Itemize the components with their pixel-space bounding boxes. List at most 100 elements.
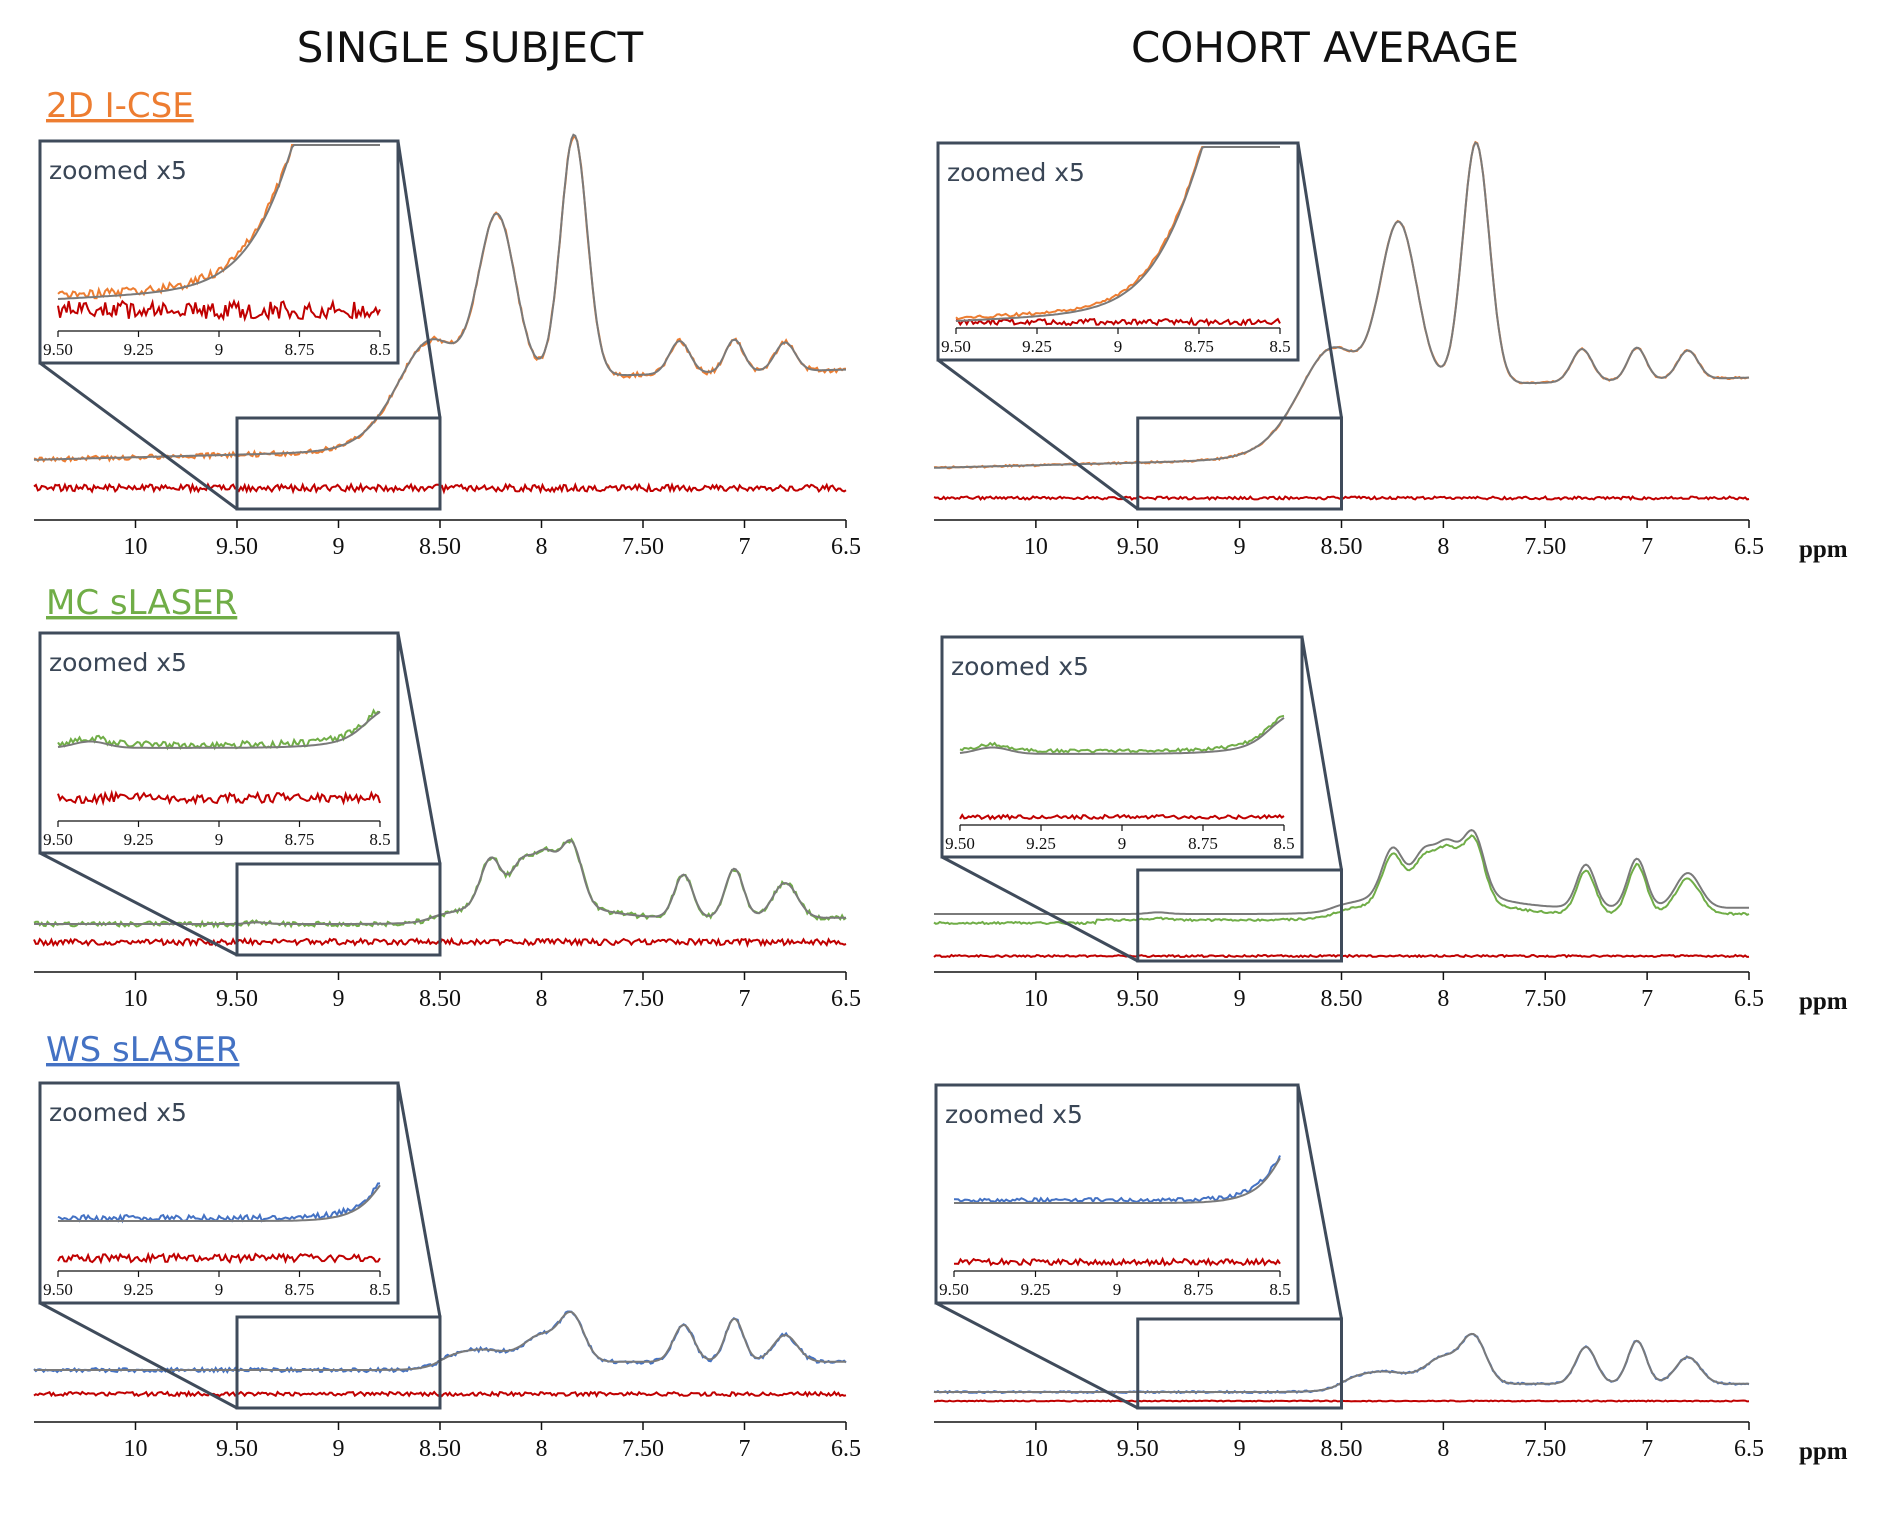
x-tick-label: 8.50 — [1321, 986, 1363, 1012]
x-tick-label: 9 — [333, 1436, 345, 1462]
spectrum-panel-3: 10 9.50 9 8.50 8 7.50 7 6.5 zoomed x5 9.50 9.25 9 8.… — [33, 631, 861, 1012]
inset-tick-label: 8.5 — [1273, 834, 1294, 853]
x-tick-label: 8 — [536, 1436, 548, 1462]
x-tick-label: 8.50 — [419, 534, 461, 560]
x-tick-label: 10 — [1024, 986, 1048, 1012]
zoom-inset-label: zoomed x5 — [951, 652, 1089, 681]
x-tick-label: 10 — [124, 1436, 148, 1462]
x-tick-label: 7.50 — [1524, 986, 1566, 1012]
fit-line — [934, 141, 1749, 469]
zoom-inset-label: zoomed x5 — [49, 648, 187, 677]
inset-tick-label: 9.50 — [43, 1280, 73, 1299]
inset-tick-label: 8.75 — [285, 1280, 315, 1299]
x-tick-label: 6.5 — [831, 986, 861, 1012]
inset-tick-label: 8.75 — [285, 830, 315, 849]
x-tick-label: 8 — [536, 986, 548, 1012]
fit-line — [34, 133, 846, 461]
panels-layer: 10 9.50 9 8.50 8 7.50 7 6.5 zoomed x5 9.50 9.25 9 8.… — [33, 133, 1848, 1465]
x-unit-label: ppm — [1799, 1438, 1848, 1465]
inset-tick-label: 8.5 — [1269, 1280, 1290, 1299]
inset-tick-label: 9 — [1113, 1280, 1122, 1299]
spectrum-panel-6: 10 9.50 9 8.50 8 7.50 7 6.5 ppm zoomed x5 9.50 9.25… — [933, 1083, 1848, 1465]
inset-tick-label: 9.25 — [1022, 337, 1052, 356]
zoom-connector-line — [941, 855, 1139, 963]
x-tick-label: 9.50 — [216, 1436, 258, 1462]
x-tick-label: 6.5 — [1734, 986, 1764, 1012]
x-tick-label: 7 — [1641, 534, 1653, 560]
inset-measured-line — [954, 1155, 1281, 1204]
x-tick-label: 8.50 — [419, 1436, 461, 1462]
column-title-single-subject: SINGLE SUBJECT — [297, 23, 644, 72]
x-tick-label: 8.50 — [1321, 534, 1363, 560]
zoom-connector-line — [935, 1301, 1139, 1410]
zoom-region-box — [235, 416, 442, 511]
zoom-region-box — [1136, 416, 1343, 511]
inset-residual-line — [953, 1256, 1281, 1268]
inset-tick-label: 8.5 — [1269, 337, 1290, 356]
spectrum-panel-5: 10 9.50 9 8.50 8 7.50 7 6.5 zoomed x5 9.50 9.25 9 8.… — [33, 1081, 861, 1462]
inset-tick-label: 9.25 — [124, 1280, 154, 1299]
method-title-2d-i-cse: 2D I-CSE — [46, 86, 194, 126]
column-title-cohort-average: COHORT AVERAGE — [1131, 23, 1519, 72]
inset-tick-label: 8.75 — [1184, 337, 1214, 356]
method-title-ws-slaser: WS sLASER — [46, 1030, 239, 1070]
inset-tick-label: 8.75 — [1184, 1280, 1214, 1299]
zoom-connector-line — [1296, 142, 1343, 419]
inset-tick-label: 9.50 — [941, 337, 971, 356]
x-tick-label: 9.50 — [1117, 1436, 1159, 1462]
x-tick-label: 8.50 — [419, 986, 461, 1012]
x-tick-label: 10 — [1024, 1436, 1048, 1462]
zoom-connector-line — [39, 1301, 238, 1410]
x-tick-label: 8 — [1437, 534, 1449, 560]
zoom-inset-label: zoomed x5 — [945, 1100, 1083, 1129]
inset-fit-line — [58, 1184, 381, 1222]
inset-tick-label: 8.5 — [369, 830, 390, 849]
inset-tick-label: 8.5 — [369, 340, 390, 359]
x-tick-label: 6.5 — [1734, 1436, 1764, 1462]
inset-fit-line — [955, 146, 1280, 322]
inset-residual-line — [57, 298, 381, 323]
x-tick-label: 10 — [124, 986, 148, 1012]
x-unit-label: ppm — [1799, 988, 1848, 1015]
zoom-inset-frame — [38, 139, 400, 365]
zoom-inset-label: zoomed x5 — [49, 1098, 187, 1127]
inset-tick-label: 8.75 — [1188, 834, 1218, 853]
x-tick-label: 8 — [536, 534, 548, 560]
x-tick-label: 7.50 — [622, 986, 664, 1012]
inset-measured-line — [959, 714, 1285, 754]
x-tick-label: 7 — [739, 1436, 751, 1462]
x-tick-label: 7.50 — [1524, 534, 1566, 560]
inset-tick-label: 9 — [215, 830, 224, 849]
zoom-region-box — [235, 862, 442, 957]
zoom-region-box — [1136, 868, 1343, 963]
inset-tick-label: 9.50 — [945, 834, 975, 853]
x-tick-label: 10 — [1024, 534, 1048, 560]
x-tick-label: 9.50 — [1117, 534, 1159, 560]
x-tick-label: 6.5 — [831, 1436, 861, 1462]
x-tick-label: 8.50 — [1321, 1436, 1363, 1462]
x-unit-label: ppm — [1799, 536, 1848, 563]
x-tick-label: 7 — [739, 534, 751, 560]
inset-residual-line — [959, 813, 1285, 821]
inset-tick-label: 9.50 — [939, 1280, 969, 1299]
x-tick-label: 8 — [1437, 1436, 1449, 1462]
inset-tick-label: 9 — [215, 1280, 224, 1299]
x-tick-label: 9 — [1234, 1436, 1246, 1462]
x-tick-label: 7.50 — [622, 534, 664, 560]
inset-residual-line — [955, 316, 1281, 327]
x-tick-label: 9 — [1234, 986, 1246, 1012]
x-tick-label: 6.5 — [831, 534, 861, 560]
zoom-region-box — [1136, 1317, 1343, 1410]
zoom-connector-line — [39, 361, 238, 511]
inset-measured-line — [57, 1182, 381, 1224]
x-tick-label: 9.50 — [216, 534, 258, 560]
inset-fit-line — [57, 711, 381, 749]
inset-fit-line — [959, 716, 1285, 755]
x-tick-label: 9.50 — [1117, 986, 1159, 1012]
inset-tick-label: 9.50 — [43, 830, 73, 849]
inset-tick-label: 9 — [1114, 337, 1123, 356]
inset-tick-label: 8.75 — [285, 340, 315, 359]
zoom-connector-line — [396, 632, 442, 865]
x-tick-label: 7.50 — [1524, 1436, 1566, 1462]
